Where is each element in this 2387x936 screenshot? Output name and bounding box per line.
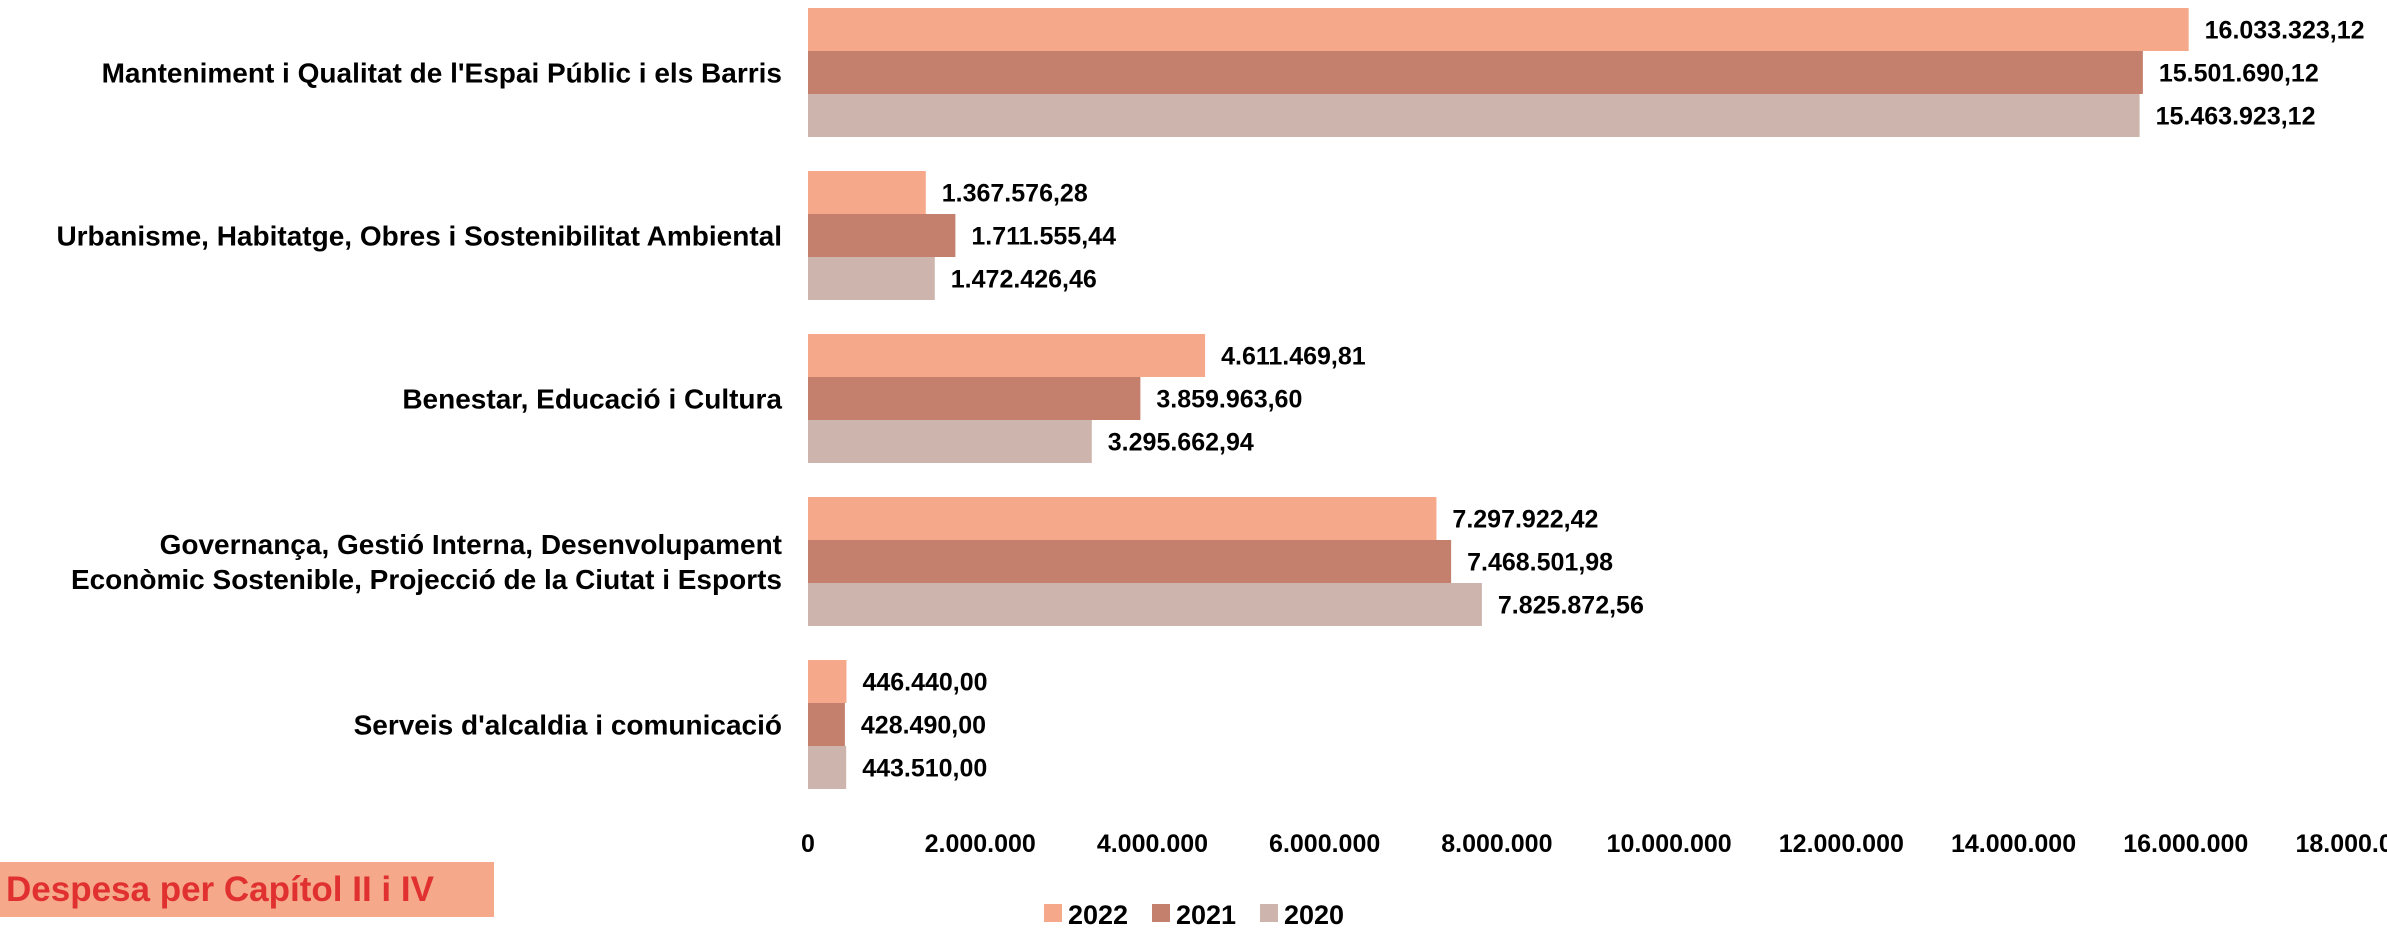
- data-label: 4.611.469,81: [1221, 343, 1366, 371]
- x-tick-label: 6.000.000: [1269, 830, 1380, 858]
- category-label: Urbanisme, Habitatge, Obres i Sostenibil…: [56, 221, 782, 252]
- category-label-line: Manteniment i Qualitat de l'Espai Públic…: [102, 58, 782, 89]
- data-label: 1.472.426,46: [951, 266, 1097, 294]
- x-tick-label: 2.000.000: [925, 830, 1036, 858]
- chart-title: Despesa per Capítol II i IV: [0, 862, 494, 917]
- legend-label: 2021: [1176, 900, 1236, 930]
- category-label-line: Econòmic Sostenible, Projecció de la Ciu…: [71, 564, 782, 595]
- category-label: Manteniment i Qualitat de l'Espai Públic…: [102, 58, 782, 89]
- bar-2022: [808, 171, 926, 214]
- x-tick-label: 8.000.000: [1441, 830, 1552, 858]
- bar-2021: [808, 540, 1452, 583]
- bar-2021: [808, 51, 2143, 94]
- data-label: 15.501.690,12: [2159, 60, 2319, 88]
- category-label-line: Benestar, Educació i Cultura: [402, 384, 782, 415]
- category-label: Governança, Gestió Interna, Desenvolupam…: [71, 529, 782, 595]
- category-label: Serveis d'alcaldia i comunicació: [354, 710, 782, 741]
- data-label: 428.490,00: [861, 712, 986, 740]
- bar-2020: [808, 746, 847, 789]
- bar-2021: [808, 703, 845, 746]
- data-label: 3.859.963,60: [1156, 386, 1302, 414]
- legend-swatch: [1152, 904, 1170, 922]
- legend-swatch: [1260, 904, 1278, 922]
- category-label-line: Governança, Gestió Interna, Desenvolupam…: [160, 529, 782, 560]
- legend-label: 2022: [1068, 900, 1128, 930]
- bar-2022: [808, 8, 2189, 51]
- data-label: 446.440,00: [862, 669, 987, 697]
- x-tick-label: 18.000.000: [2295, 830, 2387, 858]
- category-label-line: Serveis d'alcaldia i comunicació: [354, 710, 782, 741]
- bar-2020: [808, 94, 2140, 137]
- bar-2020: [808, 420, 1092, 463]
- data-label: 1.367.576,28: [942, 180, 1088, 208]
- bar-2021: [808, 377, 1141, 420]
- x-tick-label: 0: [801, 830, 815, 858]
- bar-2022: [808, 497, 1437, 540]
- data-label: 7.825.872,56: [1498, 592, 1644, 620]
- x-tick-label: 4.000.000: [1097, 830, 1208, 858]
- x-tick-label: 10.000.000: [1607, 830, 1732, 858]
- data-label: 7.297.922,42: [1452, 506, 1598, 534]
- x-tick-label: 16.000.000: [2123, 830, 2248, 858]
- data-label: 443.510,00: [862, 755, 987, 783]
- data-label: 15.463.923,12: [2156, 103, 2316, 131]
- bar-2020: [808, 257, 935, 300]
- data-label: 7.468.501,98: [1467, 549, 1613, 577]
- category-label: Benestar, Educació i Cultura: [402, 384, 782, 415]
- category-label-line: Urbanisme, Habitatge, Obres i Sostenibil…: [56, 221, 782, 252]
- legend-label: 2020: [1284, 900, 1344, 930]
- legend-swatch: [1044, 904, 1062, 922]
- x-tick-label: 12.000.000: [1779, 830, 1904, 858]
- data-label: 3.295.662,94: [1108, 429, 1254, 457]
- data-label: 16.033.323,12: [2205, 17, 2365, 45]
- bar-2022: [808, 334, 1206, 377]
- bar-2021: [808, 214, 956, 257]
- x-tick-label: 14.000.000: [1951, 830, 2076, 858]
- bar-2022: [808, 660, 847, 703]
- data-label: 1.711.555,44: [971, 223, 1116, 251]
- bar-2020: [808, 583, 1482, 626]
